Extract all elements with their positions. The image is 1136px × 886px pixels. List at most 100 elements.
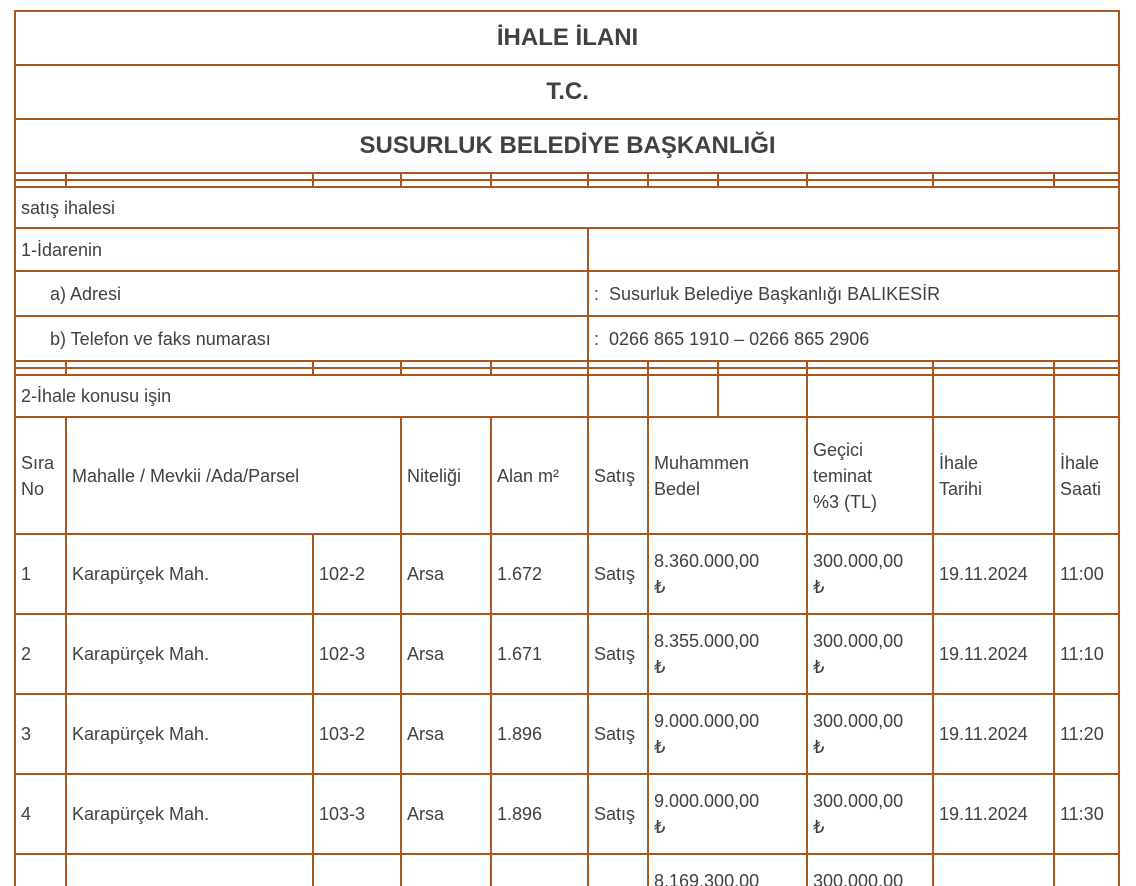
- table-row: 2 Karapürçek Mah. 102-3 Arsa 1.671 Satış…: [14, 613, 1121, 695]
- cell-niteligi: Arsa: [400, 853, 492, 886]
- cell-sira-no: 4: [14, 773, 67, 855]
- col-header-muhammen-bedel: Muhammen Bedel: [647, 416, 808, 535]
- spacer-cell: [717, 172, 808, 181]
- spacer-cell: [14, 367, 67, 376]
- spacer-cell: [490, 172, 589, 181]
- phone-value-cell: : 0266 865 1910 – 0266 865 2906: [586, 315, 1121, 362]
- spacer-cell: [587, 360, 649, 369]
- cell-muhammen-bedel: 8.360.000,00 ₺: [647, 533, 808, 615]
- cell-teminat: 300.000,00 ₺: [806, 773, 934, 855]
- cell-sira-no: 3: [14, 693, 67, 775]
- spacer-cell: [932, 360, 1055, 369]
- cell-niteligi: Arsa: [400, 773, 492, 855]
- table-row: 1 Karapürçek Mah. 102-2 Arsa 1.672 Satış…: [14, 533, 1121, 615]
- cell-satis: Satış: [587, 533, 649, 615]
- cell-teminat: 300.000,00 ₺: [806, 693, 934, 775]
- organization-title: SUSURLUK BELEDİYE BAŞKANLIĞI: [13, 118, 1121, 174]
- cell-muhammen-bedel: 9.000.000,00 ₺: [647, 693, 808, 775]
- spacer-cell: [14, 360, 67, 369]
- subject-row: satış ihalesi: [13, 186, 1121, 229]
- cell-ada-parsel: 105-3: [312, 853, 402, 886]
- cell-saat: 11:30: [1052, 773, 1121, 855]
- spacer-cell: [587, 367, 649, 376]
- spacer-cell: [1052, 172, 1121, 181]
- section1-cell: 1-İdarenin: [14, 227, 589, 272]
- spacer-cell: [806, 172, 934, 181]
- table-row: 4 Karapürçek Mah. 103-3 Arsa 1.896 Satış…: [14, 773, 1121, 855]
- spacer-cell: [65, 179, 314, 188]
- section2-empty-cell: [647, 374, 719, 418]
- table-row: 3 Karapürçek Mah. 103-2 Arsa 1.896 Satış…: [14, 693, 1121, 775]
- spacer-cell: [400, 360, 492, 369]
- cell-satis: Satış: [587, 773, 649, 855]
- cell-muhammen-bedel: 8.169.300,00 ₺: [647, 853, 808, 886]
- address-row: a) Adresi : Susurluk Belediye Başkanlığı…: [14, 270, 1121, 317]
- spacer-cell: [932, 179, 1055, 188]
- spacer-cell: [717, 360, 808, 369]
- spacer-cell: [806, 367, 934, 376]
- phone-row: b) Telefon ve faks numarası : 0266 865 1…: [14, 315, 1121, 362]
- cell-alan: 1.672: [490, 533, 589, 615]
- cell-ada-parsel: 103-3: [312, 773, 402, 855]
- spacer-cell: [717, 367, 808, 376]
- spacer-cell: [1052, 367, 1121, 376]
- spacer-cell: [14, 179, 67, 188]
- section2-empty-cell: [932, 374, 1055, 418]
- spacer-cell: [717, 179, 808, 188]
- spacer-cell: [490, 367, 589, 376]
- cell-alan: 1.896: [490, 693, 589, 775]
- cell-alan: 1.361,55: [490, 853, 589, 886]
- spacer-row: [14, 179, 1121, 188]
- col-header-niteligi: Niteliği: [400, 416, 492, 535]
- cell-tarih: 19.11.2024: [932, 613, 1055, 695]
- spacer-cell: [647, 360, 719, 369]
- section2-empty-cell: [1052, 374, 1121, 418]
- spacer-cell: [312, 360, 402, 369]
- spacer-cell: [490, 360, 589, 369]
- spacer-cell: [312, 172, 402, 181]
- cell-ada-parsel: 102-2: [312, 533, 402, 615]
- cell-satis: Satış: [587, 853, 649, 886]
- doc-title: İHALE İLANI: [13, 10, 1121, 66]
- section2-empty-cell: [806, 374, 934, 418]
- cell-sira-no: 1: [14, 533, 67, 615]
- section2-row: 2-İhale konusu işin: [14, 374, 1121, 418]
- address-label-cell: a) Adresi: [14, 270, 589, 317]
- cell-muhammen-bedel: 9.000.000,00 ₺: [647, 773, 808, 855]
- spacer-cell: [587, 179, 649, 188]
- cell-alan: 1.671: [490, 613, 589, 695]
- phone-label-cell: b) Telefon ve faks numarası: [14, 315, 589, 362]
- cell-tarih: 19.11.2024: [932, 853, 1055, 886]
- col-header-gecici-teminat: Geçici teminat %3 (TL): [806, 416, 934, 535]
- announcement-table: İHALE İLANI T.C. SUSURLUK BELEDİYE BAŞKA…: [13, 10, 1121, 886]
- spacer-row: [14, 367, 1121, 376]
- cell-teminat: 300.000,00 ₺: [806, 533, 934, 615]
- spacer-cell: [647, 179, 719, 188]
- spacer-cell: [932, 367, 1055, 376]
- cell-saat: 11:10: [1052, 613, 1121, 695]
- cell-ada-parsel: 102-3: [312, 613, 402, 695]
- spacer-cell: [65, 360, 314, 369]
- table-header-row: Sıra No Mahalle / Mevkii /Ada/Parsel Nit…: [14, 416, 1121, 535]
- table-row: 5 Karapürçek Mah. 105-3 Arsa 1.361,55 Sa…: [14, 853, 1121, 886]
- cell-tarih: 19.11.2024: [932, 693, 1055, 775]
- spacer-cell: [647, 367, 719, 376]
- announcement-document: İHALE İLANI T.C. SUSURLUK BELEDİYE BAŞKA…: [13, 10, 1136, 886]
- cell-saat: 11:20: [1052, 693, 1121, 775]
- spacer-cell: [806, 360, 934, 369]
- col-header-sira-no: Sıra No: [14, 416, 67, 535]
- cell-teminat: 300.000,00 ₺: [806, 613, 934, 695]
- cell-ada-parsel: 103-2: [312, 693, 402, 775]
- spacer-row: [14, 360, 1121, 369]
- col-header-alan: Alan m²: [490, 416, 589, 535]
- cell-mahalle: Karapürçek Mah.: [65, 773, 314, 855]
- section2-empty-cell: [717, 374, 808, 418]
- col-header-satis: Satış: [587, 416, 649, 535]
- spacer-cell: [647, 172, 719, 181]
- spacer-cell: [932, 172, 1055, 181]
- organization-row: SUSURLUK BELEDİYE BAŞKANLIĞI: [13, 118, 1121, 174]
- cell-saat: 11:00: [1052, 533, 1121, 615]
- cell-satis: Satış: [587, 693, 649, 775]
- spacer-cell: [1052, 360, 1121, 369]
- spacer-cell: [65, 172, 314, 181]
